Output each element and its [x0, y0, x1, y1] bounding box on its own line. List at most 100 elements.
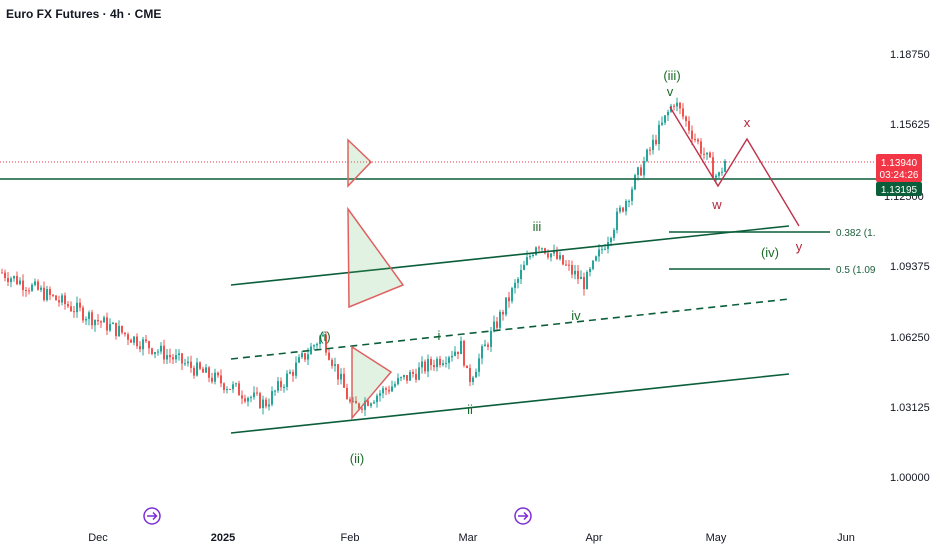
candle-body: [274, 390, 276, 392]
candle-body: [382, 388, 384, 394]
candle-body: [211, 377, 213, 382]
wxy-projection-path[interactable]: [669, 106, 800, 227]
candle-body: [271, 391, 273, 405]
candle-body: [424, 361, 426, 372]
candle-body: [328, 352, 330, 360]
candle-body: [202, 368, 204, 373]
candle-body: [466, 365, 468, 369]
candle-body: [103, 317, 105, 323]
candle-body: [295, 362, 297, 376]
candle-body: [34, 281, 36, 285]
wave-label-iv-major: (iv): [761, 245, 779, 260]
candle-body: [70, 306, 72, 312]
candle-body: [199, 362, 201, 369]
candle-body: [49, 289, 51, 295]
candle-body: [613, 229, 615, 238]
candle-body: [175, 355, 177, 360]
candle-body: [622, 207, 624, 212]
candle-body: [85, 318, 87, 321]
candle-body: [703, 153, 705, 155]
candle-body: [232, 384, 234, 390]
candle-body: [610, 237, 612, 243]
candle-body: [664, 115, 666, 123]
candle-body: [469, 368, 471, 382]
svg-text:1.13195: 1.13195: [881, 185, 918, 196]
candle-body: [433, 365, 435, 368]
candle-body: [259, 393, 261, 409]
triangle-pattern-mid[interactable]: [347, 206, 405, 309]
candle-body: [265, 399, 267, 407]
candle-body: [301, 353, 303, 358]
lower-channel-line[interactable]: [230, 373, 790, 434]
candle-body: [241, 395, 243, 399]
triangle-pattern-upper[interactable]: [347, 138, 373, 188]
candle-body: [694, 138, 696, 140]
triangle-pattern-lower[interactable]: [351, 345, 393, 421]
candle-body: [706, 152, 708, 155]
candle-body: [472, 377, 474, 382]
candle-body: [691, 130, 693, 139]
candle-body: [709, 152, 711, 158]
candle-body: [124, 332, 126, 335]
mid-channel-line[interactable]: [230, 298, 790, 360]
candle-body: [667, 111, 669, 116]
candle-body: [508, 297, 510, 302]
candle-body: [76, 302, 78, 313]
upper-channel-line[interactable]: [230, 225, 790, 286]
candle-body: [367, 400, 369, 406]
candle-body: [352, 400, 354, 402]
candle-body: [262, 399, 264, 409]
candle-body: [481, 346, 483, 359]
candle-body: [307, 354, 309, 360]
wave-label-ii-major: (ii): [350, 451, 364, 466]
candle-body: [151, 348, 153, 355]
candle-body: [61, 295, 63, 303]
svg-text:03:24:26: 03:24:26: [880, 170, 919, 181]
candle-body: [337, 364, 339, 380]
candle-body: [421, 361, 423, 368]
candle-body: [457, 351, 459, 355]
candle-body: [637, 167, 639, 176]
candle-body: [28, 290, 30, 292]
candle-body: [685, 116, 687, 122]
candle-body: [145, 339, 147, 342]
candle-body: [538, 247, 540, 249]
chart-title: Euro FX Futures · 4h · CME: [6, 7, 162, 21]
candle-body: [256, 392, 258, 394]
candle-body: [547, 253, 549, 258]
candle-body: [226, 388, 228, 391]
candle-body: [220, 375, 222, 384]
candle-body: [7, 277, 9, 283]
candle-body: [286, 373, 288, 387]
candle-body: [715, 175, 717, 178]
candle-body: [655, 139, 657, 145]
candle-body: [223, 383, 225, 391]
candle-body: [292, 372, 294, 376]
candle-body: [364, 400, 366, 410]
candle-body: [391, 386, 393, 392]
candle-body: [283, 386, 285, 388]
candle-body: [250, 397, 252, 399]
x-tick-label: Dec: [88, 532, 108, 544]
candle-body: [541, 248, 543, 250]
candle-body: [463, 340, 465, 366]
candle-body: [373, 402, 375, 404]
candle-body: [181, 353, 183, 364]
candle-body: [67, 304, 69, 307]
candle-body: [679, 102, 681, 109]
candle-body: [442, 363, 444, 365]
y-tick-label: 1.03125: [890, 402, 930, 414]
candle-body: [571, 265, 573, 275]
event-arrow-icon[interactable]: [514, 507, 532, 525]
candle-body: [439, 358, 441, 365]
candle-body: [205, 367, 207, 373]
candle-body: [718, 172, 720, 176]
candle-body: [43, 287, 45, 301]
event-arrow-icon[interactable]: [143, 507, 161, 525]
wave-label-y: y: [796, 239, 803, 254]
candle-body: [514, 282, 516, 289]
candle-body: [343, 373, 345, 388]
candle-body: [340, 373, 342, 380]
y-tick-label: 1.15625: [890, 119, 930, 131]
